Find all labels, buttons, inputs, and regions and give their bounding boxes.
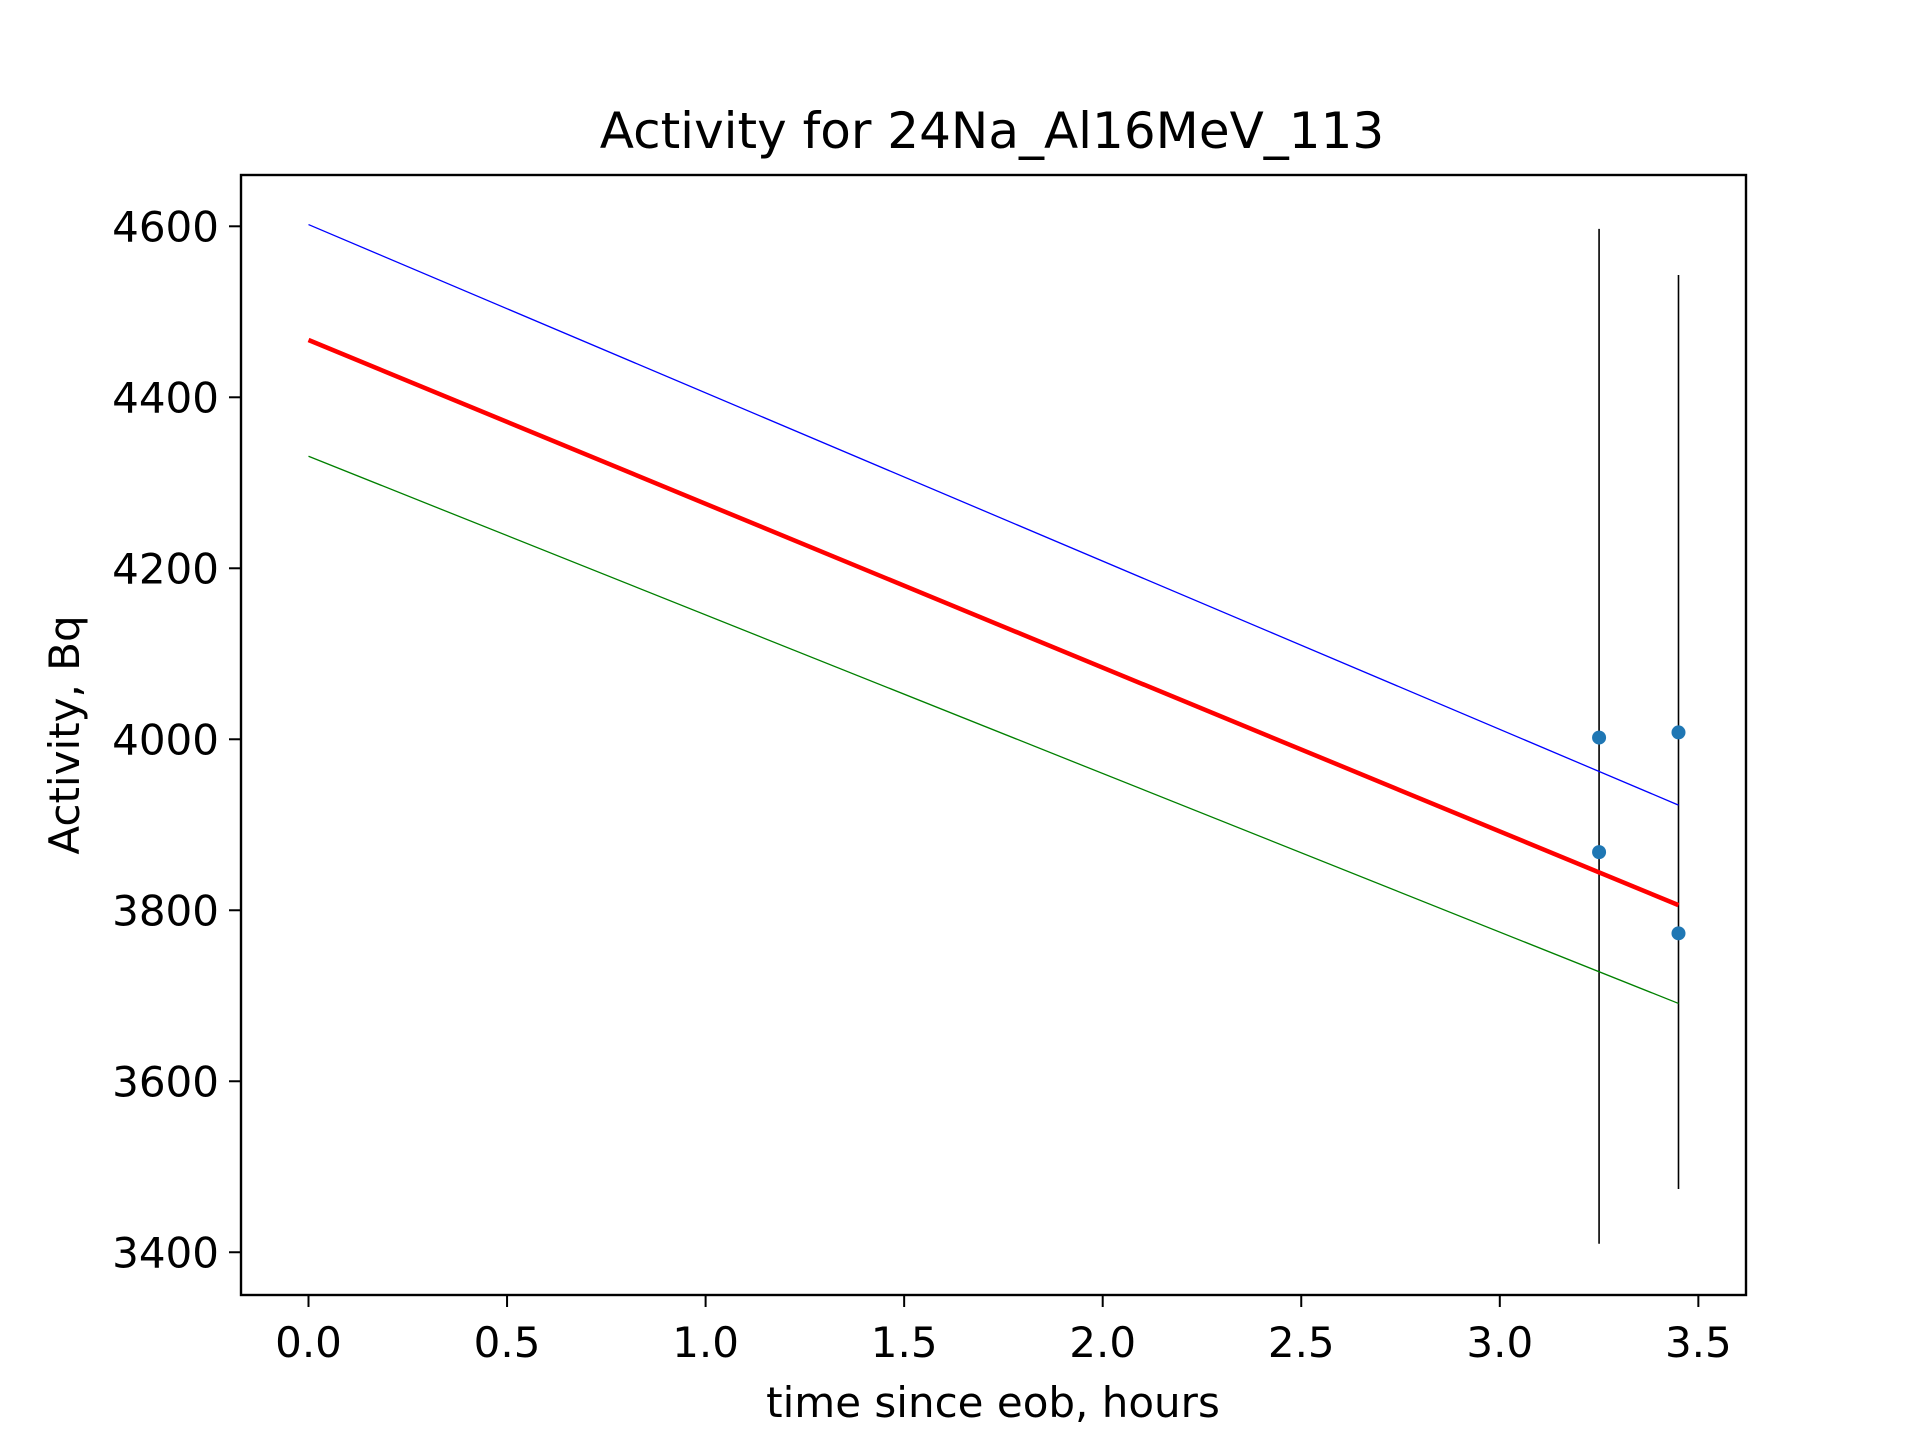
y-tick-label: 3800 [112,886,219,935]
x-tick-label: 2.0 [1069,1318,1136,1367]
y-tick-label: 4000 [112,715,219,764]
plot-area [307,223,1686,1244]
data-point [1592,845,1607,860]
x-tick-label: 2.5 [1268,1318,1335,1367]
y-axis-label: Activity, Bq [40,615,89,854]
x-tick-label: 1.0 [672,1318,739,1367]
y-tick-label: 3400 [112,1228,219,1277]
x-tick-label: 0.0 [275,1318,342,1367]
data-point [1592,730,1607,745]
data-point [1671,725,1686,740]
lower-bound-line [308,455,1679,1005]
x-tick-label: 0.5 [474,1318,541,1367]
y-tick-label: 3600 [112,1057,219,1106]
plot-frame [239,173,1748,1297]
chart-title: Activity for 24Na_Al16MeV_113 [600,102,1384,160]
axis-ticks: 0.0 0.5 1.0 1.5 2.0 2.5 3.0 3.5 3400 3600 3800 4000… [112,202,1732,1367]
y-tick-label: 4600 [112,202,219,251]
upper-bound-line [308,223,1679,806]
x-tick-label: 3.5 [1665,1318,1732,1367]
fit-line [307,337,1680,908]
x-tick-label: 1.5 [871,1318,938,1367]
x-axis-label: time since eob, hours [766,1378,1220,1427]
y-tick-label: 4400 [112,373,219,422]
data-point [1671,926,1686,941]
x-tick-label: 3.0 [1466,1318,1533,1367]
y-tick-label: 4200 [112,544,219,593]
